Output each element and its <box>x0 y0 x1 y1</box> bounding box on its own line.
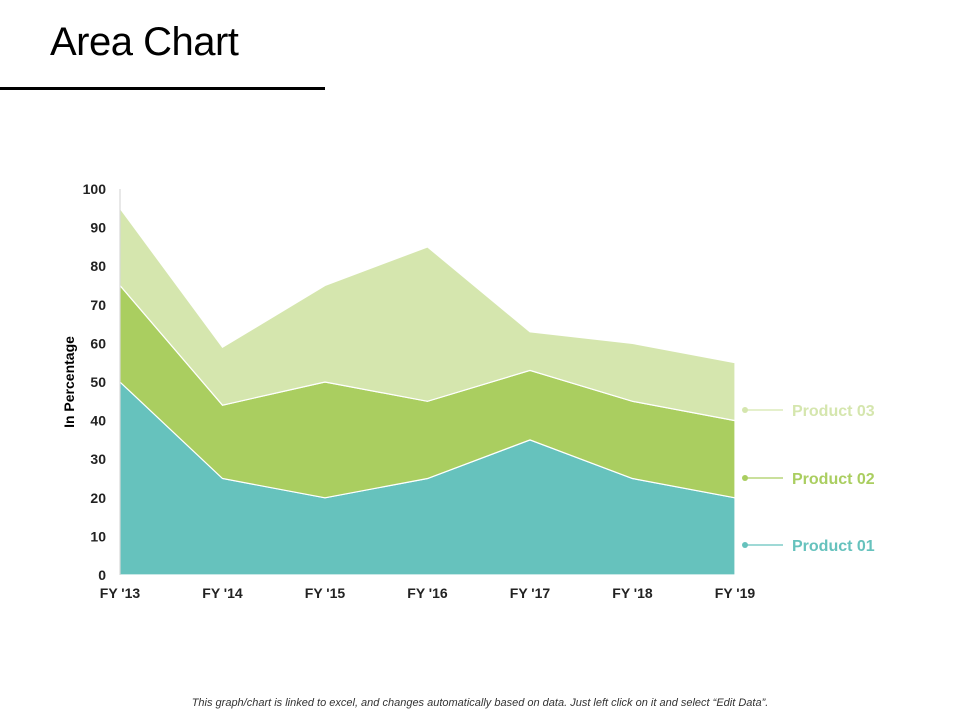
x-tick-label: FY '14 <box>202 585 243 601</box>
x-tick-label: FY '17 <box>510 585 551 601</box>
area-series-group <box>119 206 736 576</box>
x-tick-label: FY '16 <box>407 585 448 601</box>
x-tick-labels: FY '13 FY '14 FY '15 FY '16 FY '17 FY '18 FY '… <box>100 585 756 601</box>
legend-label: Product 03 <box>792 403 875 420</box>
x-tick-label: FY '19 <box>715 585 756 601</box>
x-tick-label: FY '15 <box>305 585 346 601</box>
legend-label: Product 01 <box>792 538 875 555</box>
y-tick-label: 10 <box>90 528 106 544</box>
title-underline <box>0 87 325 90</box>
y-tick-labels: 0 10 20 30 40 50 60 70 80 90 100 <box>83 181 107 583</box>
y-tick-label: 20 <box>90 490 106 506</box>
y-tick-label: 0 <box>98 567 106 583</box>
y-axis-label: In Percentage <box>61 336 77 428</box>
y-tick-label: 80 <box>90 258 106 274</box>
y-tick-label: 30 <box>90 451 106 467</box>
y-tick-label: 50 <box>90 374 106 390</box>
chart-legend: Product 01 Product 02 Product 03 <box>742 403 875 555</box>
y-tick-label: 60 <box>90 335 106 351</box>
legend-label: Product 02 <box>792 471 875 488</box>
x-tick-label: FY '13 <box>100 585 141 601</box>
x-tick-label: FY '18 <box>612 585 653 601</box>
y-tick-label: 90 <box>90 220 106 236</box>
area-series-3[interactable] <box>119 206 736 422</box>
page-title: Area Chart <box>50 20 239 64</box>
y-tick-label: 70 <box>90 297 106 313</box>
y-tick-label: 40 <box>90 413 106 429</box>
y-tick-label: 100 <box>83 181 107 197</box>
footnote: This graph/chart is linked to excel, and… <box>191 697 769 709</box>
